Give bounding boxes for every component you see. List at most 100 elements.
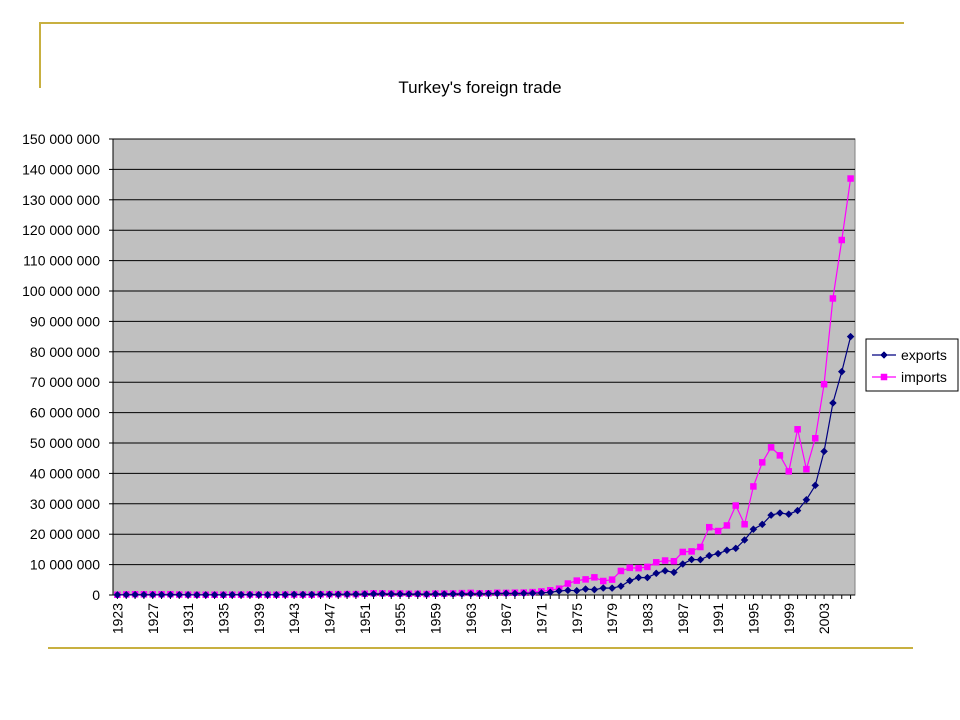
y-tick-label: 30 000 000 <box>30 496 100 512</box>
exports-point <box>449 590 457 598</box>
exports-point <box>210 590 219 599</box>
imports-point <box>591 574 598 581</box>
y-tick-label: 20 000 000 <box>30 526 100 542</box>
exports-point <box>837 367 846 376</box>
exports-point <box>484 589 493 598</box>
exports-point <box>184 590 192 599</box>
exports-point <box>316 590 325 599</box>
exports-point <box>352 590 360 599</box>
exports-point <box>776 509 784 517</box>
imports-point <box>706 523 713 531</box>
x-tick-label: 1995 <box>745 603 761 634</box>
imports-point <box>847 175 854 182</box>
exports-point <box>767 511 775 520</box>
exports-point <box>519 589 528 598</box>
plot-area <box>112 138 856 596</box>
x-tick-label: 1967 <box>498 603 514 634</box>
exports-point <box>740 536 749 544</box>
exports-point <box>608 584 616 592</box>
imports-point <box>679 548 686 556</box>
imports-point <box>600 577 607 585</box>
imports-point <box>767 444 775 451</box>
exports-point <box>634 573 643 582</box>
imports-point <box>653 559 660 566</box>
exports-point <box>290 590 298 599</box>
imports-point <box>759 459 766 466</box>
imports-point <box>608 576 616 583</box>
imports-point <box>661 557 669 564</box>
exports-point <box>237 590 245 599</box>
y-tick-label: 50 000 000 <box>30 435 100 451</box>
exports-point <box>325 590 334 599</box>
y-tick-label: 80 000 000 <box>30 344 100 360</box>
legend-marker-exports <box>880 351 888 359</box>
imports-point <box>697 543 704 551</box>
exports-point <box>157 590 166 599</box>
exports-point <box>502 589 510 598</box>
decorative-bottom-rule <box>48 647 913 649</box>
imports-point <box>741 521 748 528</box>
exports-point <box>564 586 572 595</box>
y-tick-label: 120 000 000 <box>22 222 100 238</box>
exports-point <box>511 589 519 598</box>
imports-point <box>626 564 633 572</box>
exports-point <box>201 590 210 599</box>
exports-point <box>175 590 184 599</box>
exports-point <box>299 590 307 599</box>
exports-point <box>466 590 475 598</box>
exports-point <box>254 590 263 599</box>
exports-point <box>113 590 122 599</box>
exports-point <box>625 576 634 585</box>
exports-point <box>219 591 228 599</box>
exports-point <box>820 447 828 456</box>
exports-point <box>307 590 316 599</box>
imports-point <box>732 502 739 509</box>
exports-point <box>811 481 820 490</box>
legend-marker-imports <box>880 373 888 381</box>
y-tick-label: 60 000 000 <box>30 405 100 421</box>
exports-point <box>405 590 413 598</box>
exports-point <box>281 590 290 599</box>
y-tick-label: 150 000 000 <box>22 131 100 147</box>
y-tick-label: 140 000 000 <box>22 161 100 177</box>
exports-point <box>687 555 696 564</box>
x-tick-label: 1931 <box>180 603 196 634</box>
exports-point <box>387 590 396 598</box>
exports-point <box>246 590 254 599</box>
imports-point <box>582 576 589 583</box>
y-tick-label: 70 000 000 <box>30 374 100 390</box>
exports-point <box>131 590 139 599</box>
exports-point <box>360 590 369 598</box>
exports-point <box>793 506 802 515</box>
exports-point <box>784 510 793 519</box>
exports-point <box>431 590 440 598</box>
exports-point <box>723 546 731 555</box>
exports-point <box>555 587 563 595</box>
imports-point <box>812 435 819 442</box>
exports-point <box>413 590 422 598</box>
imports-point <box>794 426 801 433</box>
imports-point <box>803 465 810 473</box>
x-tick-label: 1983 <box>639 603 655 634</box>
x-tick-label: 1975 <box>569 603 585 634</box>
chart-title: Turkey's foreign trade <box>398 78 562 97</box>
imports-point <box>829 295 837 302</box>
exports-point <box>599 584 608 592</box>
imports-point <box>820 380 828 388</box>
exports-point <box>369 590 378 598</box>
exports-point <box>652 569 661 578</box>
exports-point <box>546 588 555 597</box>
imports-point <box>785 468 792 475</box>
imports-point <box>573 577 580 584</box>
exports-point <box>731 544 740 553</box>
exports-point <box>643 573 652 582</box>
exports-point <box>749 525 758 534</box>
exports-point <box>343 590 351 599</box>
decorative-left-rule <box>39 22 41 88</box>
exports-point <box>228 590 237 599</box>
imports-point <box>838 236 845 244</box>
exports-point <box>475 589 484 598</box>
exports-point <box>148 590 157 599</box>
exports-point <box>528 589 537 598</box>
exports-point <box>705 551 714 560</box>
